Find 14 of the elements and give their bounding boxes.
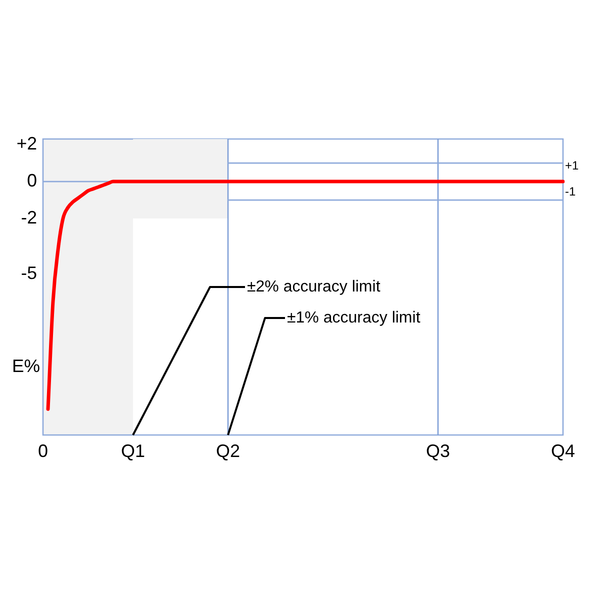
annotation: ±1% accuracy limit [287,309,421,326]
series-label: -1 [565,184,576,198]
y-tick-label: +2 [16,134,37,154]
x-tick-label: Q4 [550,440,576,461]
annotation: ±2% accuracy limit [247,278,381,296]
x-tick-label: Q3 [426,440,450,461]
y-tick-label: -2 [20,208,37,228]
y-tick-label: 0 [26,170,37,191]
series-label: +1 [565,158,580,172]
x-tick-label: Q1 [120,440,146,461]
y-tick-label: -5 [20,263,37,284]
y-axis-title: E% [12,356,40,376]
x-tick-label: Q2 [216,440,240,461]
line-series [46,180,565,411]
